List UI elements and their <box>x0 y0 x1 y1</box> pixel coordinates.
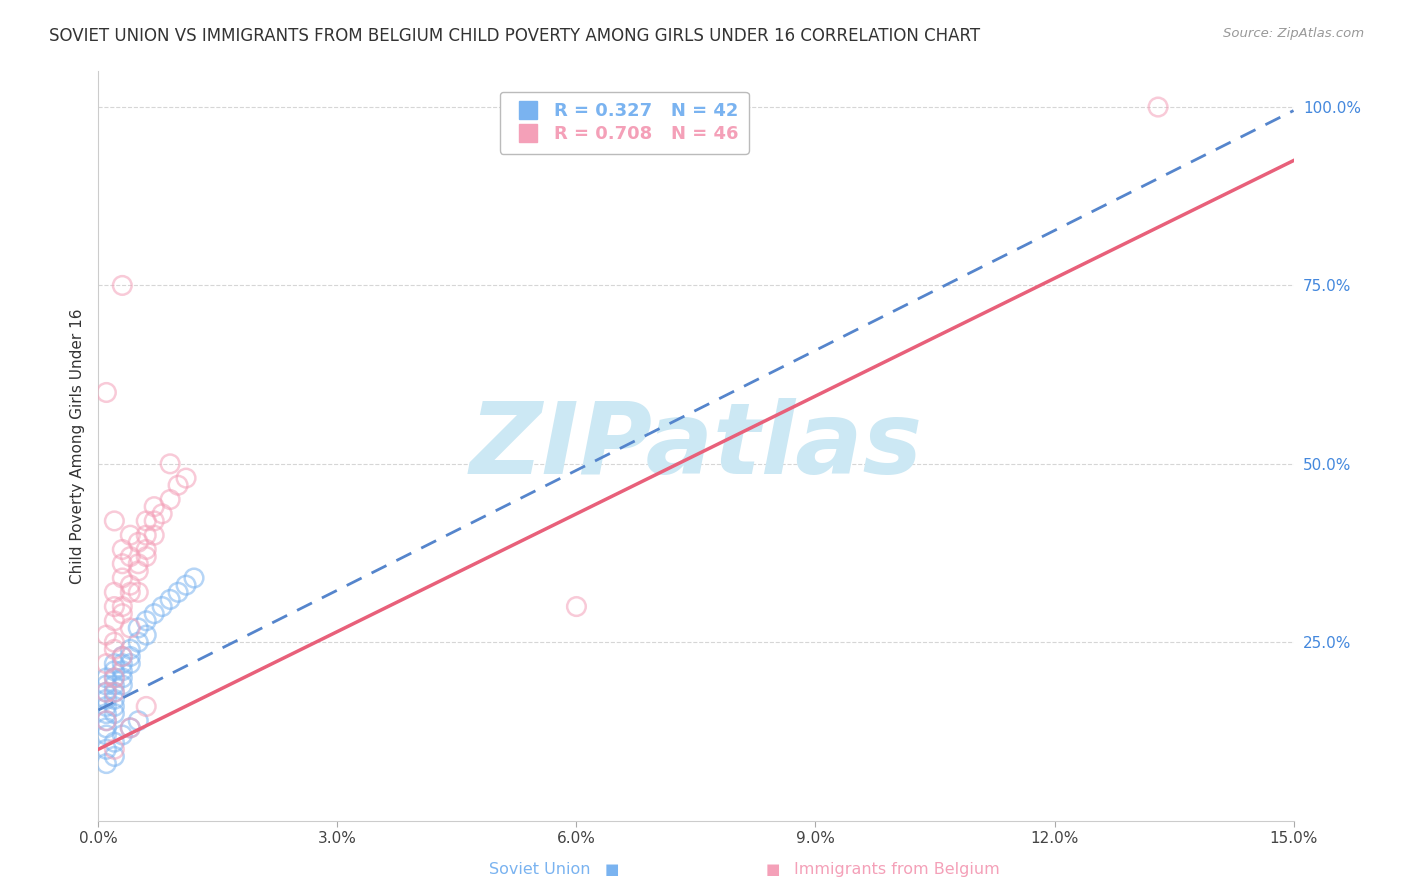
Point <box>127 635 149 649</box>
Point <box>167 585 190 599</box>
Point <box>103 657 125 671</box>
Text: Soviet Union: Soviet Union <box>489 863 591 877</box>
Point <box>150 507 173 521</box>
Point <box>96 714 118 728</box>
Point <box>96 685 118 699</box>
Point <box>135 628 157 642</box>
Point <box>111 678 134 692</box>
Point <box>127 535 149 549</box>
Y-axis label: Child Poverty Among Girls Under 16: Child Poverty Among Girls Under 16 <box>69 309 84 583</box>
Point <box>111 671 134 685</box>
Point <box>127 564 149 578</box>
Point <box>159 492 181 507</box>
Text: Immigrants from Belgium: Immigrants from Belgium <box>794 863 1000 877</box>
Point <box>103 671 125 685</box>
Point <box>96 706 118 721</box>
Point <box>111 607 134 621</box>
Point <box>96 721 118 735</box>
Point <box>111 728 134 742</box>
Point <box>135 528 157 542</box>
Legend: R = 0.327   N = 42, R = 0.708   N = 46: R = 0.327 N = 42, R = 0.708 N = 46 <box>499 92 749 153</box>
Point <box>103 664 125 678</box>
Point <box>111 664 134 678</box>
Point <box>103 614 125 628</box>
Point <box>135 699 157 714</box>
Point <box>143 500 166 514</box>
Point <box>174 471 197 485</box>
Point <box>103 635 125 649</box>
Text: Source: ZipAtlas.com: Source: ZipAtlas.com <box>1223 27 1364 40</box>
Point <box>96 756 118 771</box>
Point <box>103 749 125 764</box>
Text: ■: ■ <box>766 863 780 877</box>
Point <box>96 714 118 728</box>
Point <box>565 599 588 614</box>
Point <box>120 578 142 592</box>
Point <box>127 557 149 571</box>
Point <box>96 657 118 671</box>
Point <box>103 585 125 599</box>
Point <box>96 671 118 685</box>
Point <box>103 514 125 528</box>
Point <box>120 549 142 564</box>
Point <box>135 549 157 564</box>
Point <box>135 542 157 557</box>
Point <box>111 571 134 585</box>
Point <box>127 714 149 728</box>
Point <box>103 642 125 657</box>
Point <box>103 742 125 756</box>
Point <box>111 278 134 293</box>
Text: ZIPatlas: ZIPatlas <box>470 398 922 494</box>
Point <box>96 728 118 742</box>
Point <box>174 578 197 592</box>
Point <box>120 657 142 671</box>
Point <box>111 649 134 664</box>
Point <box>143 528 166 542</box>
Point <box>120 649 142 664</box>
Point <box>120 721 142 735</box>
Point <box>103 671 125 685</box>
Point <box>103 685 125 699</box>
Point <box>96 742 118 756</box>
Point <box>111 557 134 571</box>
Point <box>96 699 118 714</box>
Point <box>96 692 118 706</box>
Point <box>103 599 125 614</box>
Point <box>103 692 125 706</box>
Point <box>167 478 190 492</box>
Point <box>111 657 134 671</box>
Point <box>143 514 166 528</box>
Point <box>150 599 173 614</box>
Point <box>103 706 125 721</box>
Point <box>159 592 181 607</box>
Point <box>111 542 134 557</box>
Point <box>120 621 142 635</box>
Point <box>127 621 149 635</box>
Point <box>103 735 125 749</box>
Point <box>183 571 205 585</box>
Point <box>120 528 142 542</box>
Point <box>127 585 149 599</box>
Point <box>143 607 166 621</box>
Point <box>120 642 142 657</box>
Point <box>111 599 134 614</box>
Point <box>103 685 125 699</box>
Point <box>96 685 118 699</box>
Point <box>120 721 142 735</box>
Point <box>96 385 118 400</box>
Text: SOVIET UNION VS IMMIGRANTS FROM BELGIUM CHILD POVERTY AMONG GIRLS UNDER 16 CORRE: SOVIET UNION VS IMMIGRANTS FROM BELGIUM … <box>49 27 980 45</box>
Point <box>1147 100 1170 114</box>
Point <box>96 628 118 642</box>
Point <box>135 614 157 628</box>
Point <box>103 699 125 714</box>
Text: ■: ■ <box>605 863 619 877</box>
Point <box>103 678 125 692</box>
Point <box>111 649 134 664</box>
Point <box>120 585 142 599</box>
Point <box>96 678 118 692</box>
Point <box>159 457 181 471</box>
Point <box>135 514 157 528</box>
